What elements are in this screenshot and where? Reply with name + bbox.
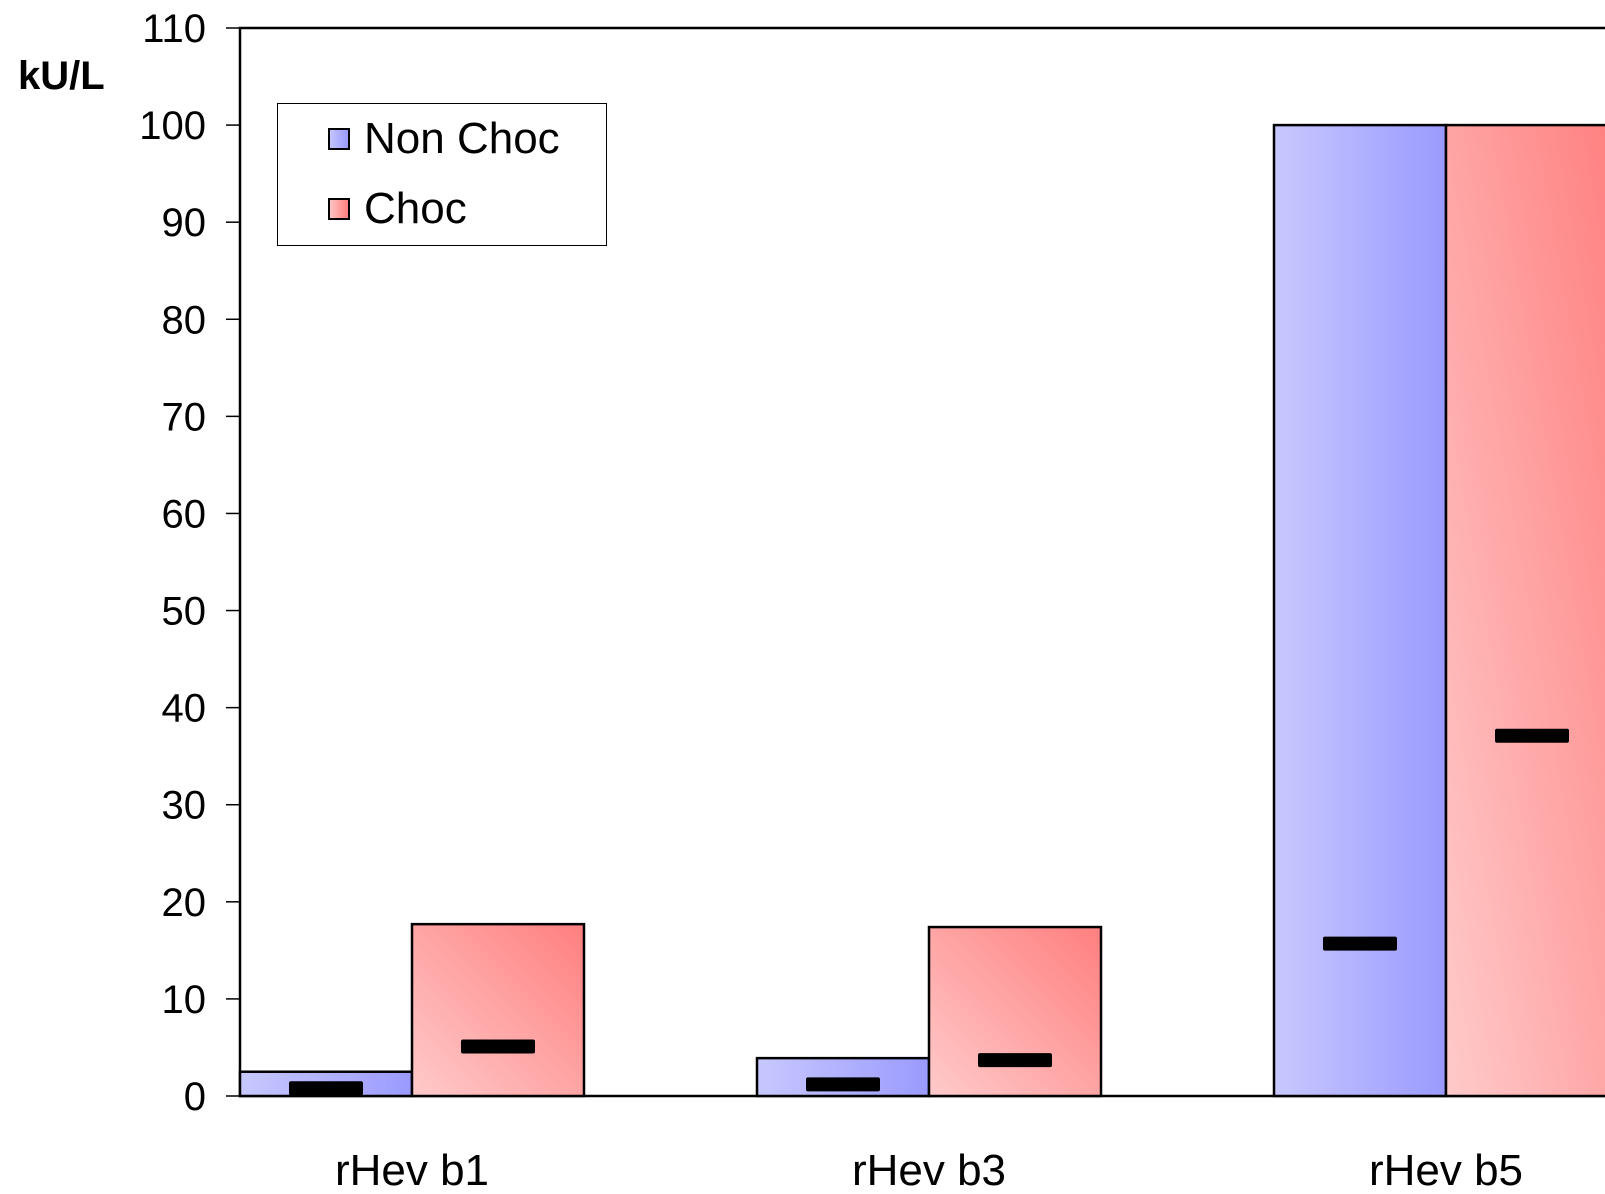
y-tick-label: 90 <box>162 201 207 245</box>
y-tick-label: 60 <box>162 492 207 536</box>
legend-item-non-choc: Non Choc <box>328 114 560 164</box>
legend-item-choc: Choc <box>328 184 467 234</box>
x-axis: rHev b1 rHev b3 rHev b5 <box>335 1146 1523 1194</box>
median-marker <box>461 1039 535 1054</box>
median-marker <box>1495 728 1569 743</box>
y-tick-label: 0 <box>184 1075 206 1119</box>
x-tick-label: rHev b1 <box>335 1146 489 1194</box>
legend-label: Choc <box>364 184 467 233</box>
y-tick-label: 100 <box>139 104 206 148</box>
median-marker <box>1323 936 1397 951</box>
bar-choc <box>1444 123 1605 1098</box>
legend-swatch-red <box>328 198 350 220</box>
bar-non-choc <box>755 1056 931 1098</box>
x-tick-label: rHev b5 <box>1369 1146 1523 1194</box>
y-tick-label: 80 <box>162 298 207 342</box>
y-tick-label: 20 <box>162 881 207 925</box>
bar-non-choc <box>1272 123 1448 1098</box>
y-tick-label: 40 <box>162 687 207 731</box>
legend: Non Choc Choc <box>277 103 607 246</box>
bar-choc <box>410 922 586 1098</box>
y-tick-label: 30 <box>162 784 207 828</box>
y-tick-label: 10 <box>162 978 207 1022</box>
legend-swatch-blue <box>328 128 350 150</box>
y-tick-label: 70 <box>162 395 207 439</box>
y-tick-label: 110 <box>142 7 206 51</box>
median-markers <box>289 728 1569 1096</box>
median-marker <box>978 1053 1052 1068</box>
y-tick-label: 50 <box>162 590 207 634</box>
y-axis-label: kU/L <box>18 54 105 98</box>
bar-choc <box>927 925 1103 1098</box>
median-marker <box>289 1081 363 1096</box>
median-marker <box>806 1077 880 1092</box>
y-axis: 0 10 20 30 40 50 60 70 80 90 100 110 <box>139 7 240 1119</box>
bars <box>238 123 1605 1098</box>
x-tick-label: rHev b3 <box>852 1146 1006 1194</box>
legend-label: Non Choc <box>364 114 560 163</box>
